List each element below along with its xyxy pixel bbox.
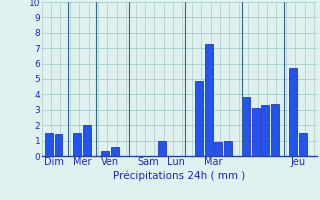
- Bar: [111, 147, 119, 156]
- Bar: [214, 142, 222, 156]
- Bar: [205, 44, 213, 156]
- Bar: [242, 97, 250, 156]
- Bar: [261, 105, 269, 156]
- Bar: [54, 134, 62, 156]
- Bar: [73, 133, 81, 156]
- Bar: [196, 81, 204, 156]
- Bar: [299, 133, 307, 156]
- Bar: [158, 141, 166, 156]
- Bar: [45, 133, 53, 156]
- Bar: [83, 125, 91, 156]
- Bar: [289, 68, 297, 156]
- Bar: [252, 108, 260, 156]
- X-axis label: Précipitations 24h ( mm ): Précipitations 24h ( mm ): [113, 170, 245, 181]
- Bar: [224, 141, 232, 156]
- Bar: [270, 104, 278, 156]
- Bar: [101, 151, 109, 156]
